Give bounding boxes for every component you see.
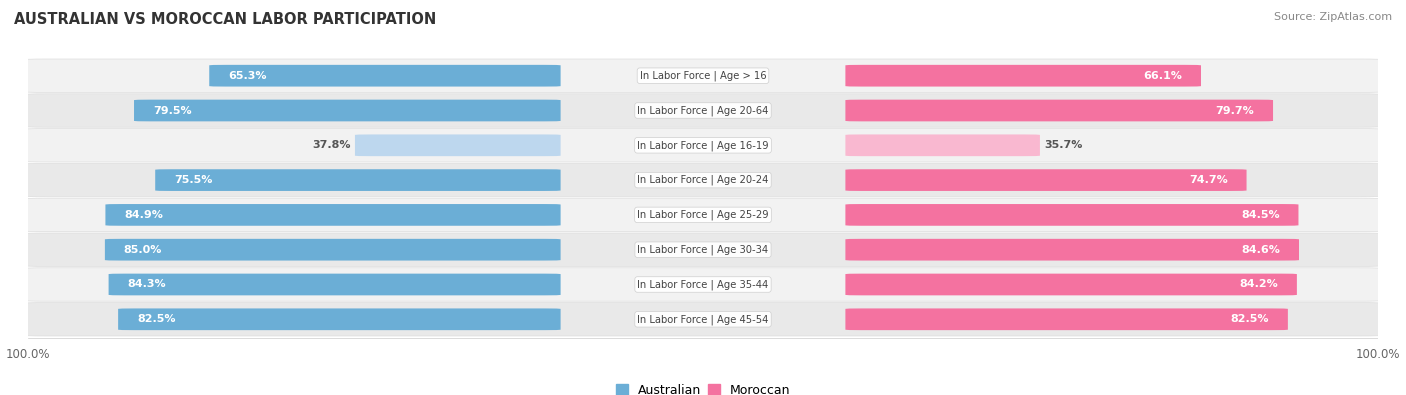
Text: 65.3%: 65.3%: [228, 71, 267, 81]
Text: 84.6%: 84.6%: [1241, 245, 1279, 255]
Text: 85.0%: 85.0%: [124, 245, 162, 255]
FancyBboxPatch shape: [155, 169, 561, 191]
FancyBboxPatch shape: [21, 59, 1385, 92]
Text: Source: ZipAtlas.com: Source: ZipAtlas.com: [1274, 12, 1392, 22]
Text: In Labor Force | Age 30-34: In Labor Force | Age 30-34: [637, 245, 769, 255]
FancyBboxPatch shape: [105, 204, 561, 226]
FancyBboxPatch shape: [845, 204, 1299, 226]
Text: 75.5%: 75.5%: [174, 175, 212, 185]
FancyBboxPatch shape: [21, 164, 1385, 197]
Text: 84.9%: 84.9%: [124, 210, 163, 220]
Text: 84.5%: 84.5%: [1241, 210, 1279, 220]
Text: AUSTRALIAN VS MOROCCAN LABOR PARTICIPATION: AUSTRALIAN VS MOROCCAN LABOR PARTICIPATI…: [14, 12, 436, 27]
FancyBboxPatch shape: [845, 65, 1201, 87]
Text: 82.5%: 82.5%: [1230, 314, 1270, 324]
Text: In Labor Force | Age 16-19: In Labor Force | Age 16-19: [637, 140, 769, 150]
Text: In Labor Force | Age 35-44: In Labor Force | Age 35-44: [637, 279, 769, 290]
Text: In Labor Force | Age > 16: In Labor Force | Age > 16: [640, 70, 766, 81]
Text: In Labor Force | Age 20-24: In Labor Force | Age 20-24: [637, 175, 769, 185]
Text: In Labor Force | Age 45-54: In Labor Force | Age 45-54: [637, 314, 769, 325]
Text: 84.2%: 84.2%: [1239, 280, 1278, 290]
Text: In Labor Force | Age 25-29: In Labor Force | Age 25-29: [637, 210, 769, 220]
FancyBboxPatch shape: [209, 65, 561, 87]
FancyBboxPatch shape: [21, 198, 1385, 231]
FancyBboxPatch shape: [21, 268, 1385, 301]
FancyBboxPatch shape: [118, 308, 561, 330]
Text: 37.8%: 37.8%: [312, 140, 352, 150]
FancyBboxPatch shape: [21, 129, 1385, 162]
FancyBboxPatch shape: [845, 169, 1247, 191]
Text: 84.3%: 84.3%: [128, 280, 166, 290]
FancyBboxPatch shape: [21, 233, 1385, 266]
FancyBboxPatch shape: [845, 308, 1288, 330]
Legend: Australian, Moroccan: Australian, Moroccan: [610, 379, 796, 395]
Text: 66.1%: 66.1%: [1143, 71, 1182, 81]
Text: 79.7%: 79.7%: [1215, 105, 1254, 115]
FancyBboxPatch shape: [21, 94, 1385, 127]
FancyBboxPatch shape: [108, 274, 561, 295]
FancyBboxPatch shape: [354, 134, 561, 156]
FancyBboxPatch shape: [845, 274, 1296, 295]
Text: 35.7%: 35.7%: [1045, 140, 1083, 150]
Text: In Labor Force | Age 20-64: In Labor Force | Age 20-64: [637, 105, 769, 116]
FancyBboxPatch shape: [105, 239, 561, 261]
Text: 82.5%: 82.5%: [136, 314, 176, 324]
FancyBboxPatch shape: [134, 100, 561, 121]
FancyBboxPatch shape: [21, 303, 1385, 336]
Text: 74.7%: 74.7%: [1189, 175, 1227, 185]
FancyBboxPatch shape: [845, 134, 1040, 156]
Text: 79.5%: 79.5%: [153, 105, 191, 115]
FancyBboxPatch shape: [845, 100, 1272, 121]
FancyBboxPatch shape: [845, 239, 1299, 261]
